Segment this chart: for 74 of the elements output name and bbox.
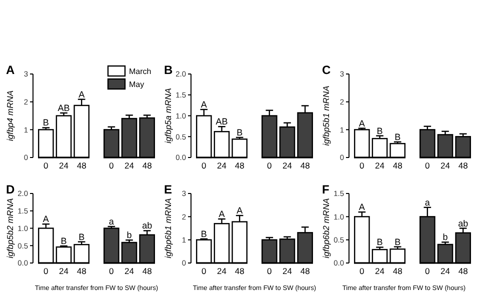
chart-title: C: [322, 63, 331, 77]
x-tick-label: 24: [124, 160, 134, 170]
data-label: A: [218, 208, 225, 219]
x-tick-label: 48: [76, 266, 87, 276]
x-tick-label: 24: [59, 266, 69, 276]
x-tick-label: 0: [360, 160, 365, 170]
x-tick-label: 0: [109, 266, 114, 276]
x-tick-label: 0: [202, 266, 207, 276]
data-label: A: [78, 89, 85, 100]
data-label: b: [126, 230, 132, 240]
data-label: A: [200, 99, 207, 110]
data-label: a: [108, 216, 114, 227]
y-axis-title: igfbp6b2 mRNA: [321, 198, 331, 258]
chart-title: E: [164, 182, 172, 196]
x-tick-label: 24: [282, 160, 292, 170]
data-label: B: [42, 118, 49, 128]
x-tick-label: 24: [217, 266, 227, 276]
data-label: ab: [458, 218, 468, 228]
x-tick-label: 48: [300, 266, 310, 276]
x-tick-label: 48: [76, 160, 87, 170]
x-tick-label: 48: [300, 160, 310, 170]
data-label: B: [394, 236, 401, 247]
x-tick-label: 0: [267, 266, 272, 276]
x-tick-label: 24: [59, 160, 69, 170]
x-tick-label: 0: [109, 160, 114, 170]
x-tick-label: 24: [440, 160, 450, 170]
x-tick-label: 24: [282, 266, 292, 276]
x-tick-label: 24: [440, 266, 450, 276]
data-label: B: [376, 126, 383, 136]
data-label: b: [442, 232, 448, 242]
data-label: a: [424, 197, 430, 208]
x-tick-label: 48: [392, 266, 403, 276]
x-tick-label: 48: [234, 160, 245, 170]
data-label: B: [376, 237, 383, 248]
data-label: ab: [142, 220, 152, 231]
chart-title: B: [164, 63, 173, 77]
x-tick-label: 24: [375, 160, 385, 170]
data-label: A: [358, 118, 365, 128]
y-axis-title: igfbp6b1 mRNA: [163, 198, 173, 258]
x-tick-label: 0: [44, 266, 49, 276]
x-tick-label: 48: [142, 266, 152, 276]
x-tick-label: 24: [375, 266, 385, 276]
x-tick-label: 48: [458, 160, 468, 170]
x-tick-label: 48: [142, 160, 152, 170]
data-label: AB: [216, 116, 228, 127]
chart-title: D: [6, 182, 15, 196]
x-tick-label: 48: [392, 160, 403, 170]
data-label: B: [394, 132, 401, 142]
data-label: AB: [58, 102, 70, 113]
x-tick-label: 24: [217, 160, 227, 170]
data-label: A: [236, 206, 243, 216]
data-label: B: [236, 127, 243, 138]
y-axis-title: igfbp5b2 mRNA: [5, 198, 15, 258]
x-tick-label: 0: [267, 160, 272, 170]
data-label: B: [200, 228, 207, 239]
x-tick-label: 0: [44, 160, 49, 170]
x-tick-label: 0: [360, 266, 365, 276]
x-tick-label: 0: [425, 160, 430, 170]
data-label: B: [60, 236, 67, 246]
legend-label: May: [129, 80, 144, 89]
x-tick-label: 0: [425, 266, 430, 276]
legend-label: March: [129, 66, 152, 76]
data-label: A: [42, 214, 49, 224]
y-axis-title: igfbp5a mRNA: [163, 88, 173, 144]
data-label: A: [358, 202, 365, 212]
chart-title: A: [6, 63, 15, 77]
chart-title: F: [322, 182, 330, 196]
x-tick-label: 48: [234, 266, 245, 276]
x-tick-label: 24: [124, 266, 134, 276]
y-axis-title: igfbp5b1 mRNA: [321, 85, 331, 146]
x-tick-label: 0: [202, 160, 207, 170]
x-tick-label: 48: [458, 266, 468, 276]
y-axis-title: igfbp4 mRNA: [5, 90, 15, 142]
data-label: B: [78, 232, 85, 242]
